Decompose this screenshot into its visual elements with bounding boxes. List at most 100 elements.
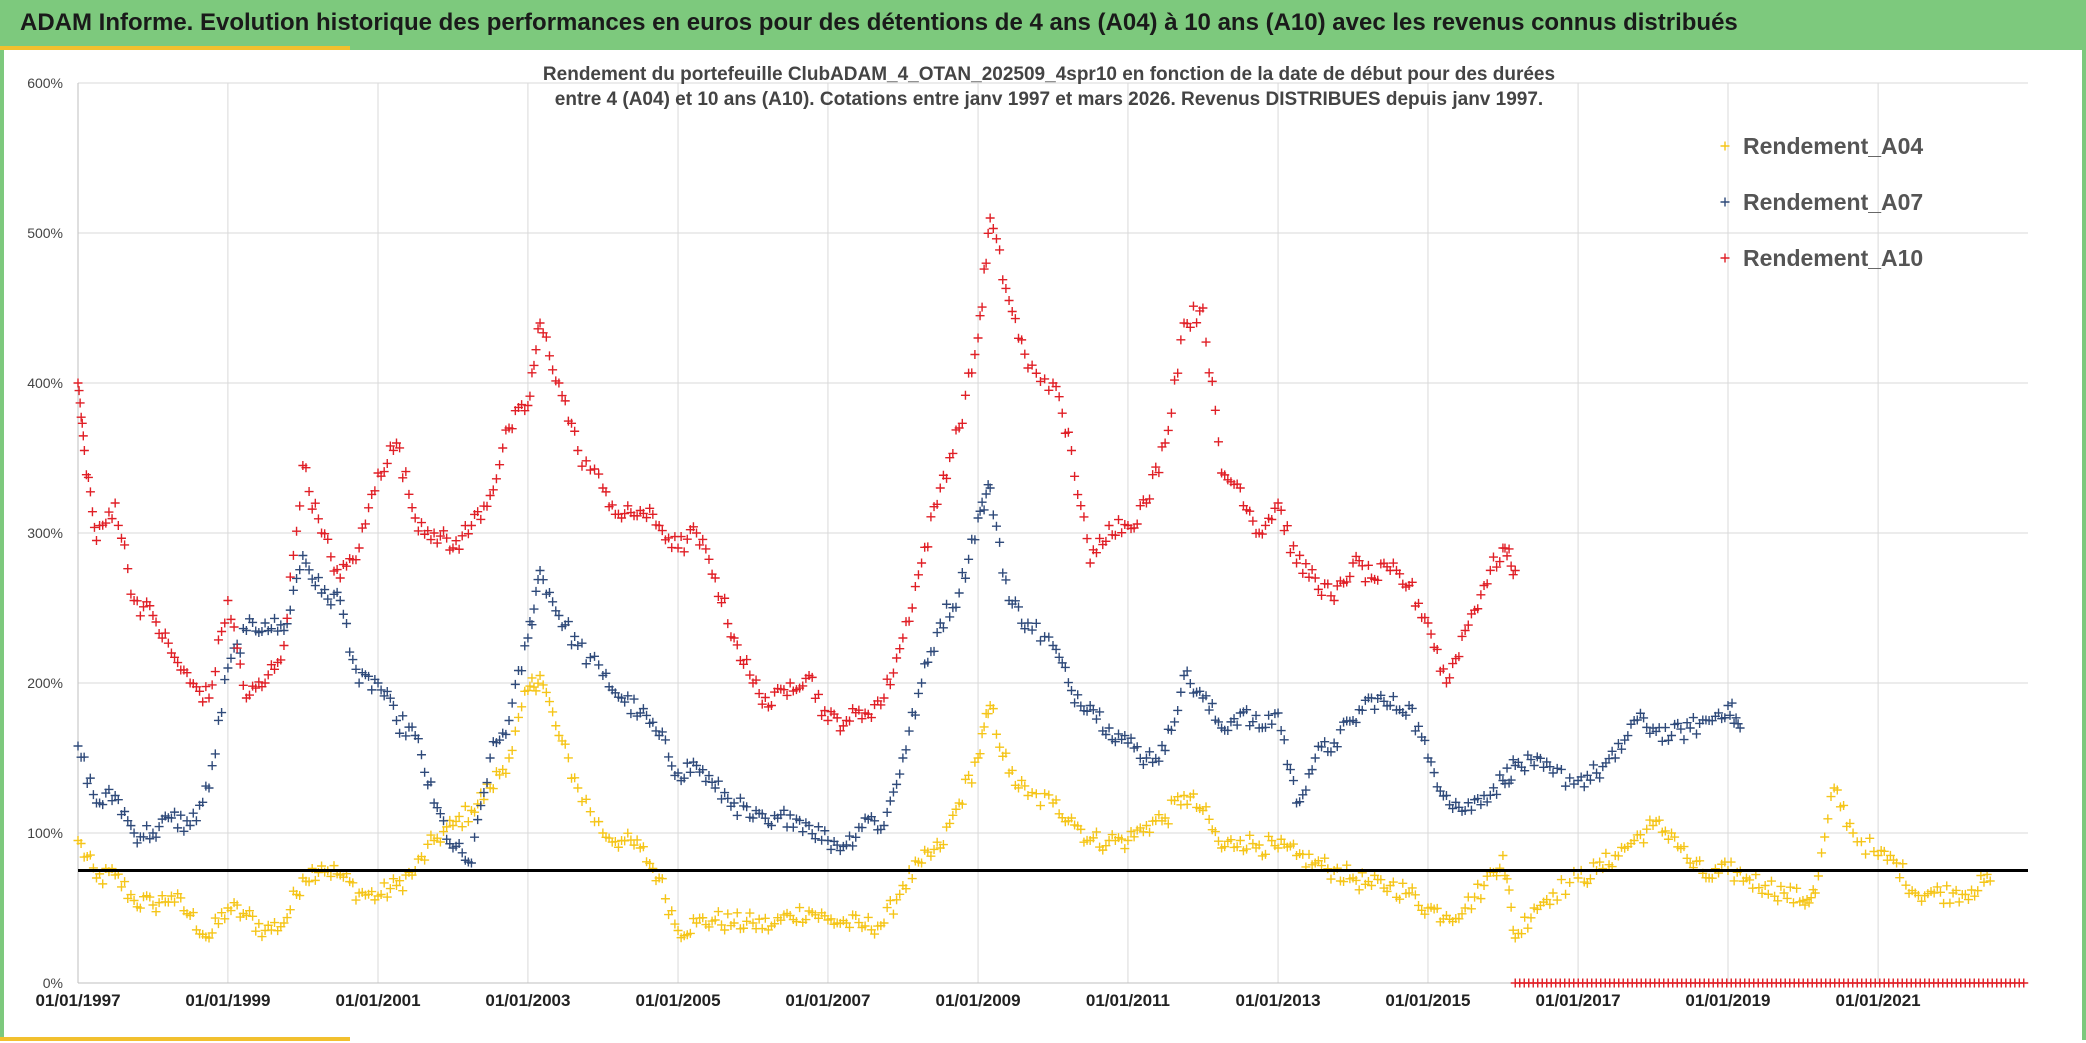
data-point: [1535, 753, 1545, 763]
data-point: [1435, 786, 1445, 796]
data-point: [1348, 558, 1358, 568]
data-point: [895, 644, 905, 654]
data-point: [166, 891, 176, 901]
data-point: [823, 716, 833, 725]
x-tick-label: 01/01/2007: [785, 991, 870, 1010]
scatter-chart: 0%100%200%300%400%500%600% 01/01/1997 01/…: [27, 64, 2029, 1010]
data-point: [523, 686, 533, 695]
data-point: [1157, 740, 1167, 750]
data-point: [1714, 708, 1724, 718]
data-point: [713, 591, 723, 601]
data-point: [904, 726, 914, 736]
data-point: [241, 626, 251, 635]
data-point: [79, 752, 89, 762]
data-point: [104, 507, 114, 517]
data-point: [1823, 814, 1833, 824]
data-point: [1498, 851, 1508, 860]
data-point: [1285, 765, 1295, 775]
data-point: [285, 905, 295, 915]
data-point: [529, 682, 539, 692]
data-point: [388, 874, 398, 884]
data-point: [642, 513, 652, 523]
data-point: [113, 520, 123, 530]
data-point: [1917, 896, 1927, 906]
data-point: [1242, 705, 1252, 715]
data-point: [1054, 392, 1064, 402]
data-point: [513, 712, 523, 722]
data-point: [957, 568, 967, 578]
data-point: [1561, 781, 1571, 791]
data-point: [1376, 690, 1386, 700]
data-point: [1367, 881, 1376, 890]
data-point: [1676, 724, 1686, 734]
data-point: [885, 796, 895, 806]
data-point: [263, 920, 273, 930]
data-point: [913, 688, 923, 698]
data-point: [535, 566, 545, 575]
data-point: [1273, 708, 1283, 718]
data-point: [623, 501, 633, 511]
data-point: [1201, 802, 1211, 812]
data-point: [207, 680, 217, 690]
data-point: [907, 603, 917, 613]
data-point: [342, 561, 352, 571]
data-point: [248, 617, 258, 627]
data-point: [1382, 886, 1392, 896]
data-point: [1154, 810, 1164, 820]
data-point: [1488, 783, 1498, 793]
data-point: [263, 670, 273, 680]
data-point: [1513, 757, 1523, 767]
data-point: [1729, 876, 1739, 886]
data-point: [78, 431, 88, 441]
data-point: [451, 536, 461, 546]
data-point: [1733, 719, 1743, 729]
data-point: [407, 503, 417, 513]
data-point: [1545, 762, 1555, 772]
data-point: [1414, 598, 1424, 608]
data-point: [429, 528, 439, 538]
data-point: [442, 822, 452, 832]
data-point: [1276, 505, 1286, 515]
data-point: [251, 683, 261, 693]
data-point: [1210, 827, 1220, 837]
data-point: [951, 602, 961, 612]
data-point: [166, 813, 176, 823]
data-point: [288, 550, 298, 560]
data-point: [754, 914, 764, 924]
data-point: [182, 816, 192, 826]
data-point: [304, 565, 314, 575]
data-point: [501, 729, 511, 739]
data-point: [745, 670, 755, 680]
data-point: [1076, 701, 1086, 711]
data-point: [354, 678, 364, 688]
data-point: [1014, 602, 1023, 612]
y-axis-ticks: 0% 100% 200% 300% 400% 500% 600%: [27, 75, 63, 991]
data-point: [1414, 900, 1424, 910]
data-point: [1682, 718, 1692, 728]
data-point: [210, 667, 220, 677]
data-point: [1229, 714, 1239, 724]
data-point: [1642, 824, 1652, 834]
data-point: [1104, 521, 1114, 530]
data-point: [1020, 624, 1030, 634]
data-point: [432, 803, 442, 813]
data-point: [85, 850, 95, 860]
data-point: [885, 896, 895, 906]
data-point: [423, 526, 433, 536]
data-point: [1295, 797, 1305, 807]
data-point: [985, 213, 995, 223]
x-tick-label: 01/01/2013: [1236, 991, 1321, 1010]
series-rendement-a04: [73, 671, 1995, 943]
data-point: [223, 596, 233, 605]
data-point: [1806, 893, 1816, 903]
data-point: [238, 680, 248, 690]
data-point: [76, 412, 86, 422]
data-point: [279, 626, 289, 635]
data-point: [988, 704, 998, 714]
data-point: [1110, 737, 1120, 747]
data-point: [1007, 765, 1017, 775]
frame-right: [2082, 50, 2086, 1040]
data-point: [531, 345, 541, 355]
data-point: [1066, 686, 1076, 695]
data-point: [391, 438, 401, 448]
